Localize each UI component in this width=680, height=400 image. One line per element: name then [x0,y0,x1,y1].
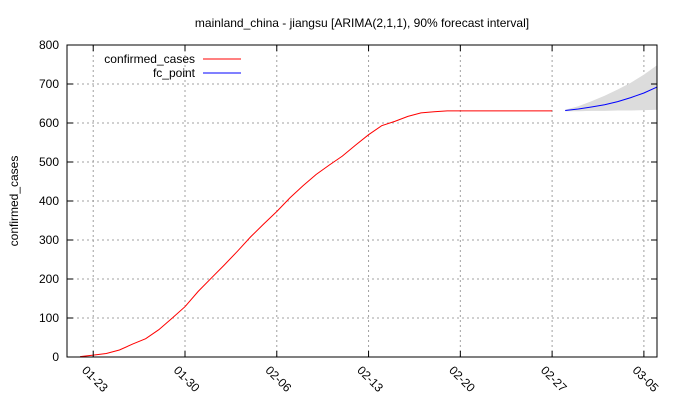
x-tick-label: 01-23 [79,363,111,395]
x-tick-label: 01-30 [171,363,203,395]
y-tick-label: 200 [39,272,59,286]
y-tick-label: 800 [39,38,59,52]
y-tick-label: 300 [39,233,59,247]
y-axis-label: confirmed_cases [7,156,21,247]
chart-title: mainland_china - jiangsu [ARIMA(2,1,1), … [195,16,529,30]
y-tick-label: 0 [52,350,59,364]
axis-layer: 0 100 200 300 400 500 600 700 800 01-23 01-30 02-06… [39,38,662,395]
forecast-interval-band [565,65,657,112]
y-tick-label: 600 [39,116,59,130]
y-tick-label: 400 [39,194,59,208]
y-tick-label: 700 [39,77,59,91]
x-tick-label: 03-05 [630,363,662,395]
series-line-confirmed-cases [80,110,553,358]
legend-label: confirmed_cases [104,52,195,66]
legend-label: fc_point [153,66,196,80]
x-tick-label: 02-06 [263,363,295,395]
x-tick-label: 02-27 [538,363,570,395]
grid-layer [67,45,657,357]
y-tick-label: 100 [39,311,59,325]
x-tick-label: 02-20 [446,363,478,395]
y-tick-label: 500 [39,155,59,169]
forecast-interval-layer [565,65,657,112]
x-tick-label: 02-13 [354,363,386,395]
series-line-fc-point [565,86,658,111]
series-layer [80,86,658,358]
